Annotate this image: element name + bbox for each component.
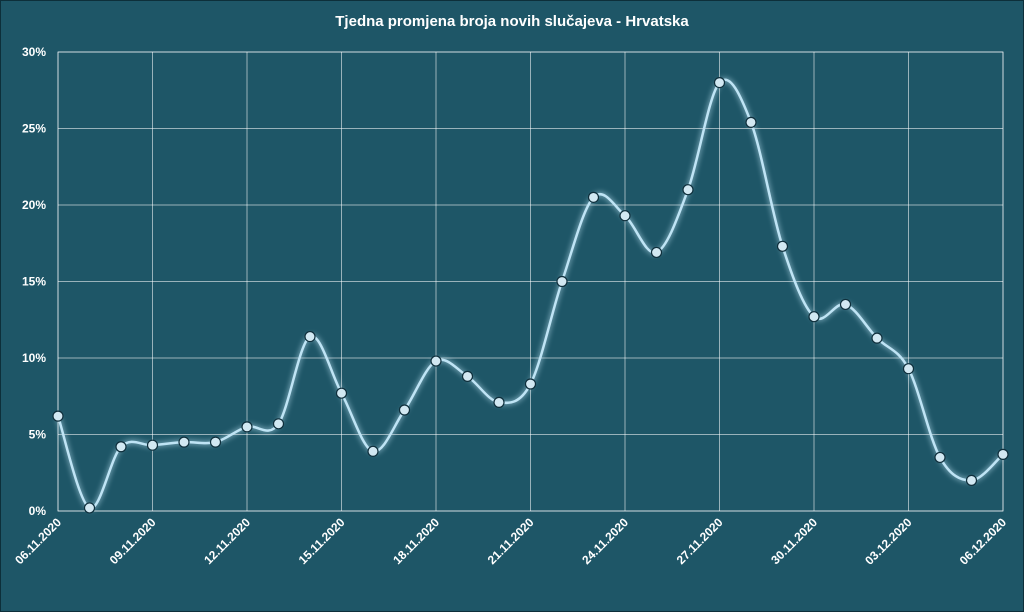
x-tick-label: 21.11.2020 (485, 515, 537, 567)
y-tick-label: 5% (29, 428, 47, 442)
data-point (871, 332, 883, 344)
chart-title: Tjedna promjena broja novih slučajeva - … (335, 13, 689, 30)
data-point (241, 421, 253, 433)
data-point (965, 474, 978, 486)
data-point (524, 378, 537, 390)
x-tick-label: 24.11.2020 (579, 515, 631, 567)
data-point (902, 363, 915, 375)
y-tick-label: 25% (22, 122, 46, 136)
data-point (52, 410, 64, 422)
data-point (335, 387, 348, 399)
x-tick-label: 30.11.2020 (768, 515, 820, 567)
data-point (776, 240, 789, 252)
grid-layer (57, 51, 1004, 512)
data-point (934, 451, 946, 464)
y-tick-label: 0% (29, 504, 47, 518)
x-tick-label: 03.12.2020 (862, 515, 915, 568)
data-point (745, 116, 757, 128)
data-point (461, 370, 474, 382)
y-tick-label: 20% (22, 198, 46, 212)
data-point (146, 439, 159, 451)
x-tick-label: 15.11.2020 (296, 515, 348, 567)
data-point (430, 355, 442, 367)
data-point (398, 404, 411, 416)
data-point (304, 330, 316, 343)
data-point (650, 246, 663, 259)
y-tick-label: 30% (22, 45, 46, 59)
data-point (209, 436, 222, 448)
x-tick-label: 06.11.2020 (12, 515, 64, 567)
data-point (587, 191, 600, 203)
series-layer (52, 76, 1009, 514)
x-tick-label: 12.11.2020 (201, 515, 253, 567)
x-tick-label: 09.11.2020 (107, 515, 159, 567)
tick-layer: 0% 5% 10% 15% 20% 25% 30% 06.11.2020 09.11.2020 1… (12, 45, 1009, 568)
data-point (839, 298, 852, 311)
data-point (178, 436, 190, 448)
plot-area-border (57, 51, 1004, 512)
data-point (997, 448, 1009, 460)
data-point (83, 502, 96, 514)
data-point (682, 184, 694, 196)
y-tick-label: 10% (22, 351, 46, 365)
data-point (367, 445, 379, 457)
data-point (493, 396, 505, 408)
data-point (115, 441, 127, 453)
data-point (272, 418, 285, 430)
data-point (619, 210, 631, 222)
y-tick-label: 15% (22, 275, 46, 289)
data-point (713, 76, 726, 89)
x-tick-label: 06.12.2020 (957, 515, 1010, 568)
data-point (808, 311, 820, 323)
x-tick-label: 27.11.2020 (674, 515, 726, 567)
x-tick-label: 18.11.2020 (390, 515, 442, 567)
data-point (556, 275, 568, 288)
